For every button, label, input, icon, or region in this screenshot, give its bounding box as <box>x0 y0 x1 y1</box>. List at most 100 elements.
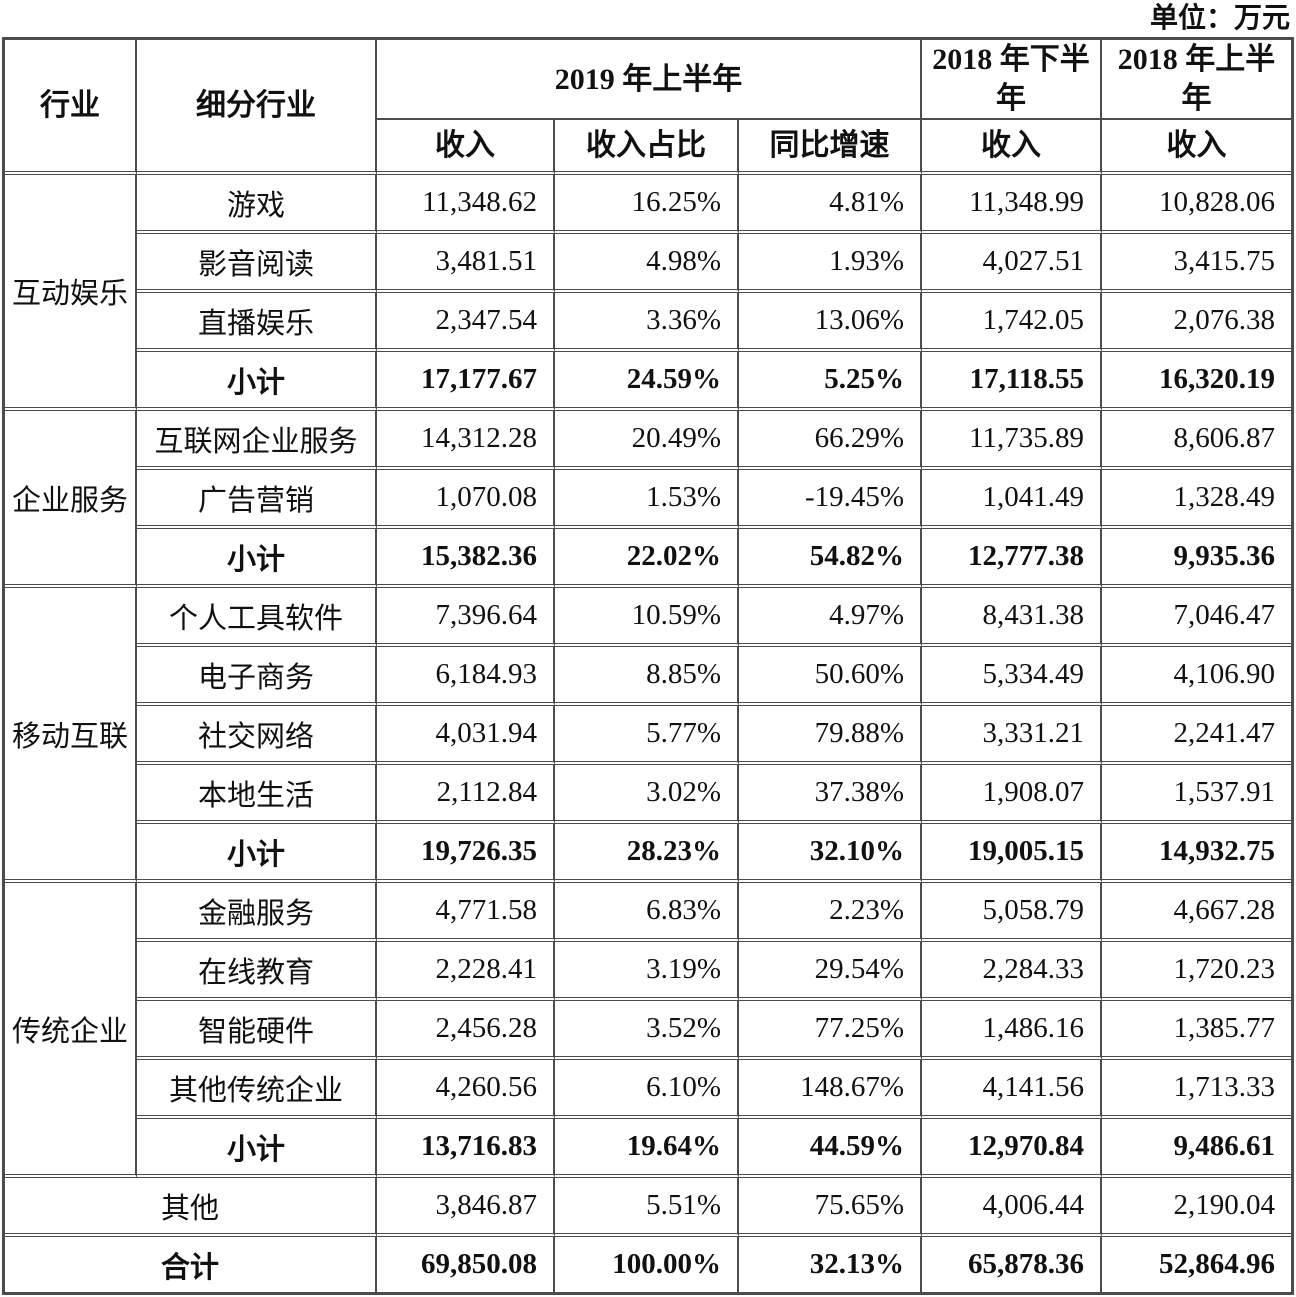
value-cell: 10.59% <box>555 588 739 647</box>
value-cell: 2,076.38 <box>1102 293 1291 352</box>
value-cell: 2.23% <box>739 883 923 942</box>
table-row: 小计 17,177.67 24.59% 5.25% 17,118.55 16,320.19 <box>5 352 1291 411</box>
value-cell: 32.10% <box>739 824 923 883</box>
header-sub-industry: 细分行业 <box>137 40 377 175</box>
value-cell: 4,260.56 <box>377 1060 555 1119</box>
sub-industry-cell: 在线教育 <box>137 942 377 1001</box>
sub-industry-cell: 互联网企业服务 <box>137 411 377 470</box>
header-revenue: 收入 <box>377 120 555 175</box>
value-cell: 52,864.96 <box>1159 1248 1275 1280</box>
value-cell: 75.65% <box>739 1178 923 1237</box>
value-cell: 9,486.61 <box>1102 1119 1291 1178</box>
sub-industry-cell: 小计 <box>137 824 377 883</box>
table-row: 其他传统企业 4,260.56 6.10% 148.67% 4,141.56 1,713.… <box>5 1060 1291 1119</box>
value-cell: 3,415.75 <box>1102 234 1291 293</box>
sub-industry-cell: 电子商务 <box>137 647 377 706</box>
table-row: 智能硬件 2,456.28 3.52% 77.25% 1,486.16 1,385.77 <box>5 1001 1291 1060</box>
table-row: 影音阅读 3,481.51 4.98% 1.93% 4,027.51 3,415.75 <box>5 234 1291 293</box>
sub-industry-cell: 广告营销 <box>137 470 377 529</box>
table-row: 合计 69,850.08 100.00% 32.13% 65,878.36 52,864.… <box>5 1237 1291 1292</box>
value-cell: 28.23% <box>555 824 739 883</box>
value-cell: 4,031.94 <box>377 706 555 765</box>
table-header: 行业 细分行业 2019 年上半年 2018 年下半年 2018 年上半年 收入… <box>5 40 1291 175</box>
unit-label: 单位：万元 <box>1149 3 1290 34</box>
value-cell: 6.10% <box>555 1060 739 1119</box>
table-row: 小计 19,726.35 28.23% 32.10% 19,005.15 14,932.7… <box>5 824 1291 883</box>
value-cell: 54.82% <box>739 529 923 588</box>
header-revenue-2018h2: 收入 <box>922 120 1103 175</box>
value-cell: 19,005.15 <box>922 824 1103 883</box>
table-row: 互动娱乐 游戏 11,348.62 16.25% 4.81% 11,348.99 10,82… <box>5 175 1291 411</box>
value-cell: 10,828.06 <box>1102 175 1291 234</box>
value-cell: 17,177.67 <box>377 352 555 411</box>
value-cell: 1.53% <box>555 470 739 529</box>
value-cell: 1,742.05 <box>922 293 1103 352</box>
table-row: 传统企业 金融服务 4,771.58 6.83% 2.23% 5,058.79 4,667.… <box>5 883 1291 1178</box>
header-yoy-growth: 同比增速 <box>739 120 923 175</box>
value-cell: 2,190.04 <box>1102 1178 1291 1237</box>
sub-industry-cell: 小计 <box>137 1119 377 1178</box>
header-revenue-share: 收入占比 <box>555 120 739 175</box>
sub-industry-cell: 合计 <box>5 1237 377 1292</box>
industry-cell: 企业服务 <box>5 411 137 588</box>
value-cell: 3,481.51 <box>377 234 555 293</box>
header-industry: 行业 <box>5 40 137 175</box>
value-cell: 14,932.75 <box>1102 824 1291 883</box>
value-cell: 5,058.79 <box>922 883 1103 942</box>
value-cell: 100.00% <box>555 1237 739 1292</box>
header-2018h2: 2018 年下半年 <box>922 40 1103 120</box>
value-cell: 7,046.47 <box>1102 588 1291 647</box>
value-cell: 37.38% <box>739 765 923 824</box>
value-cell: 4,006.44 <box>922 1178 1103 1237</box>
header-2018h1: 2018 年上半年 <box>1102 40 1291 120</box>
value-cell: 24.59% <box>555 352 739 411</box>
table-row: 其他 3,846.87 5.51% 75.65% 4,006.44 2,190.04 <box>5 1178 1291 1237</box>
value-cell: 2,228.41 <box>377 942 555 1001</box>
value-cell: 32.13% <box>739 1237 923 1292</box>
table-row: 广告营销 1,070.08 1.53% -19.45% 1,041.49 1,328.49 <box>5 470 1291 529</box>
table-row: 移动互联 个人工具软件 7,396.64 10.59% 4.97% 8,431.38 7,0… <box>5 588 1291 883</box>
value-cell: 13.06% <box>739 293 923 352</box>
value-cell: 5.51% <box>555 1178 739 1237</box>
value-cell: 4.98% <box>555 234 739 293</box>
value-cell: 1,908.07 <box>922 765 1103 824</box>
table-row: 电子商务 6,184.93 8.85% 50.60% 5,334.49 4,106.90 <box>5 647 1291 706</box>
sub-industry-cell: 游戏 <box>137 175 377 234</box>
value-cell: 1,328.49 <box>1102 470 1291 529</box>
sub-industry-cell: 其他传统企业 <box>137 1060 377 1119</box>
revenue-segment-table: 行业 细分行业 2019 年上半年 2018 年下半年 2018 年上半年 收入… <box>2 37 1294 1295</box>
value-cell: 4,027.51 <box>922 234 1103 293</box>
value-cell: 2,112.84 <box>377 765 555 824</box>
value-cell: 15,382.36 <box>377 529 555 588</box>
value-cell: -19.45% <box>739 470 923 529</box>
header-2019h1: 2019 年上半年 <box>377 40 923 120</box>
industry-cell: 传统企业 <box>5 883 137 1178</box>
sub-industry-cell: 个人工具软件 <box>137 588 377 647</box>
value-cell: 3,846.87 <box>377 1178 555 1237</box>
value-cell: 4,667.28 <box>1102 883 1291 942</box>
value-cell: 4,106.90 <box>1102 647 1291 706</box>
value-cell: 11,348.62 <box>377 175 555 234</box>
value-cell: 79.88% <box>739 706 923 765</box>
value-cell: 50.60% <box>739 647 923 706</box>
table-row: 在线教育 2,228.41 3.19% 29.54% 2,284.33 1,720.23 <box>5 942 1291 1001</box>
value-cell: 13,716.83 <box>377 1119 555 1178</box>
value-cell: 6,184.93 <box>377 647 555 706</box>
value-cell: 14,312.28 <box>377 411 555 470</box>
table-row: 小计 13,716.83 19.64% 44.59% 12,970.84 9,486.61 <box>5 1119 1291 1178</box>
value-cell: 11,348.99 <box>922 175 1103 234</box>
value-cell: 4,141.56 <box>922 1060 1103 1119</box>
value-cell: 11,735.89 <box>922 411 1103 470</box>
sub-industry-cell: 小计 <box>137 529 377 588</box>
sub-industry-cell: 直播娱乐 <box>137 293 377 352</box>
value-cell: 29.54% <box>739 942 923 1001</box>
value-cell: 3.19% <box>555 942 739 1001</box>
value-cell: 5.77% <box>555 706 739 765</box>
value-cell: 3.36% <box>555 293 739 352</box>
value-cell: 1,486.16 <box>922 1001 1103 1060</box>
sub-industry-cell: 智能硬件 <box>137 1001 377 1060</box>
value-cell: 20.49% <box>555 411 739 470</box>
value-cell: 12,777.38 <box>922 529 1103 588</box>
value-cell: 1,070.08 <box>377 470 555 529</box>
